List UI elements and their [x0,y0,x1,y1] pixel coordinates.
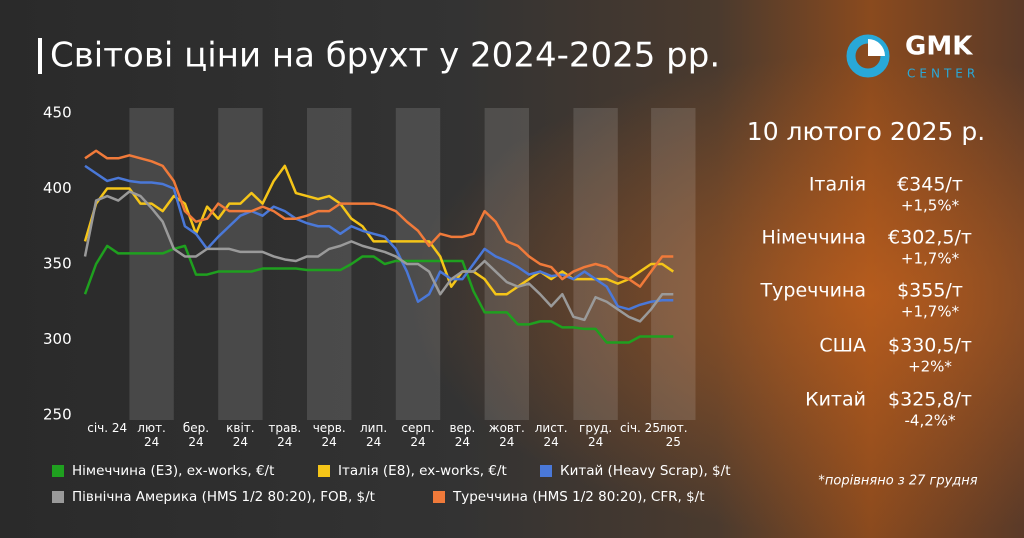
x-tick-label: січ. 25 [620,421,660,435]
y-tick-label: 350 [43,255,72,273]
series-line [84,164,674,311]
legend-swatch [433,491,445,503]
price: €302,5/т [888,227,972,249]
legend-label: Туреччина (HMS 1/2 80:20), CFR, $/t [452,489,705,505]
country: Італія [809,174,866,196]
legend-label: Німеччина (E3), ex-works, €/t [72,463,274,479]
price: €345/т [897,174,963,196]
legend-label: Китай (Heavy Scrap), $/t [560,463,731,479]
legend-swatch [318,465,330,477]
note: *порівняно з 27 грудня [818,474,977,489]
y-tick-label: 250 [43,406,72,424]
y-tick-label: 400 [43,179,72,197]
price: $355/т [897,280,963,302]
price-date: 10 лютого 2025 р. [747,117,985,146]
x-tick-label: лют. 25 [659,421,688,449]
month-band [218,108,263,420]
change: +2%* [908,358,952,376]
x-tick-label: бер. 24 [182,421,210,449]
x-tick-label: трав. 24 [268,421,302,449]
x-tick-label: лип. 24 [360,421,388,449]
legend-label: Північна Америка (HMS 1/2 80:20), FOB, $… [72,489,375,505]
x-tick-label: груд. 24 [579,421,613,449]
y-tick-label: 450 [43,104,72,122]
x-tick-label: квіт. 24 [226,421,255,449]
x-tick-label: лют. 24 [137,421,166,449]
change: +1,5%* [901,197,960,215]
change: -4,2%* [904,412,956,430]
price: $325,8/т [888,389,972,411]
legend-label: Італія (E8), ex-works, €/t [338,463,507,479]
change: +1,7%* [901,303,960,321]
price: $330,5/т [888,335,972,357]
country: Німеччина [762,227,866,249]
legend-swatch [52,491,64,503]
chart-title: Світові ціни на брухт у 2024-2025 рр. [50,36,720,76]
x-tick-label: жовт. 24 [488,421,525,449]
series-line [83,244,674,344]
x-tick-label: лист. 24 [534,421,568,449]
legend-swatch [540,465,552,477]
x-tick-label: серп. 24 [401,421,435,449]
logo-name: GMK [905,32,973,62]
x-tick-label: вер. 24 [449,421,476,449]
series-line [84,149,674,288]
country: Туреччина [760,280,866,302]
x-tick-label: січ. 24 [87,421,128,435]
logo-sub: CENTER [907,67,979,81]
y-tick-label: 300 [43,330,72,348]
series-line [83,190,674,323]
month-band [307,108,352,420]
logo-icon-part [868,39,885,56]
country: Китай [805,389,866,411]
x-tick-label: черв. 24 [312,421,346,449]
legend-swatch [52,465,64,477]
country: США [819,335,866,357]
month-band [129,108,174,420]
title-bar [38,38,42,74]
month-band [484,108,529,420]
change: +1,7%* [901,250,960,268]
